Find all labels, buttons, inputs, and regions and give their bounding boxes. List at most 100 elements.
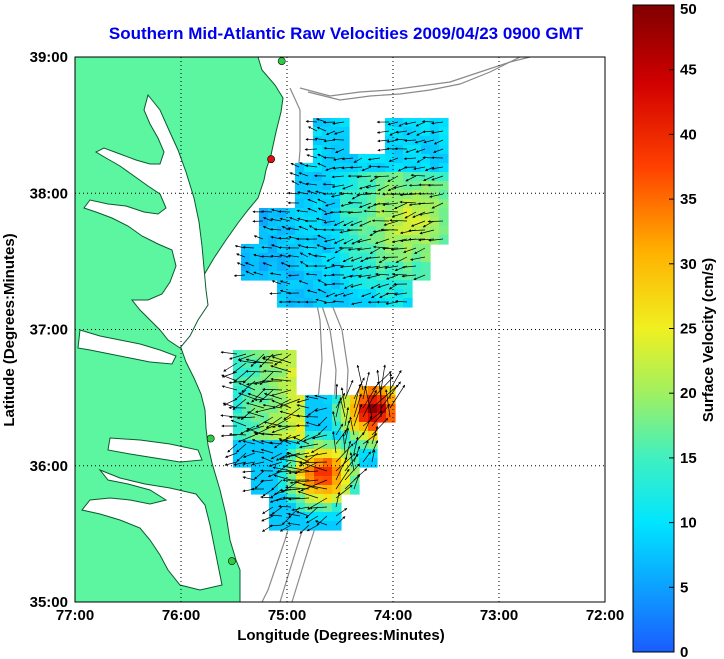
- velocity-cell: [323, 431, 333, 441]
- velocity-arrow: [251, 449, 265, 454]
- velocity-cell: [242, 368, 252, 378]
- velocity-cell: [269, 395, 279, 405]
- velocity-arrow: [291, 180, 300, 186]
- velocity-cell: [349, 217, 359, 227]
- velocity-arrow: [389, 219, 408, 222]
- velocity-arrow: [325, 292, 336, 298]
- velocity-cell: [250, 271, 260, 281]
- albemarle-sound: [107, 437, 203, 463]
- velocity-cell: [233, 350, 243, 360]
- velocity-cell: [269, 413, 279, 423]
- velocity-cell: [242, 440, 252, 450]
- velocity-cell: [304, 280, 314, 290]
- velocity-cell: [359, 458, 369, 468]
- velocity-arrow: [232, 362, 247, 374]
- velocity-cell: [430, 163, 440, 173]
- velocity-arrow: [363, 209, 381, 213]
- velocity-cell: [269, 359, 279, 369]
- velocity-arrow: [429, 193, 444, 198]
- velocity-cell: [376, 280, 386, 290]
- velocity-arrow: [253, 380, 274, 385]
- x-tick-label: 72:00: [586, 607, 624, 624]
- colorbar-ticks: 0 5 10 15 20 25 30 35 40 45 50: [669, 1, 697, 659]
- velocity-cell: [251, 449, 261, 459]
- velocity-arrow: [290, 162, 300, 168]
- velocity-cell: [331, 280, 341, 290]
- velocity-cell: [394, 208, 404, 218]
- velocity-cell: [376, 244, 386, 254]
- velocity-cell: [421, 163, 431, 173]
- velocity-cell: [305, 404, 315, 414]
- velocity-arrow: [246, 411, 265, 418]
- velocity-cell: [242, 386, 252, 396]
- x-tick-label: 74:00: [374, 607, 412, 624]
- velocity-arrow: [271, 479, 283, 491]
- velocity-cell: [367, 226, 377, 236]
- velocity-cell: [341, 413, 351, 423]
- velocity-cell: [322, 181, 332, 191]
- velocity-arrow: [307, 198, 318, 204]
- velocity-cell: [385, 181, 395, 191]
- velocity-cell: [394, 163, 404, 173]
- velocity-cell: [242, 395, 252, 405]
- velocity-arrow: [323, 146, 336, 150]
- velocity-cell: [278, 359, 288, 369]
- velocity-cell: [439, 190, 449, 200]
- velocity-cell: [340, 127, 350, 137]
- velocity-arrow: [391, 211, 408, 218]
- velocity-arrow: [347, 211, 363, 215]
- velocity-arrow: [371, 292, 381, 299]
- velocity-arrow: [395, 256, 408, 263]
- velocity-cell: [403, 244, 413, 254]
- velocity-arrow: [349, 452, 355, 472]
- velocity-cell: [242, 359, 252, 369]
- velocity-arrow: [262, 357, 283, 364]
- velocity-cell: [367, 163, 377, 173]
- velocity-cell: [331, 136, 341, 146]
- velocity-cell: [358, 271, 368, 281]
- velocity-cell: [340, 145, 350, 155]
- velocity-cell: [313, 145, 323, 155]
- velocity-cell: [421, 190, 431, 200]
- velocity-cell: [322, 289, 332, 299]
- velocity-cell: [269, 512, 279, 522]
- velocity-arrow: [377, 283, 390, 289]
- velocity-arrow: [220, 351, 238, 355]
- velocity-arrow: [335, 429, 347, 445]
- velocity-cell: [349, 253, 359, 263]
- velocity-cell: [269, 368, 279, 378]
- velocity-cell: [376, 154, 386, 164]
- velocity-arrow: [250, 353, 265, 367]
- velocity-arrow: [238, 359, 256, 364]
- velocity-cell: [305, 431, 315, 441]
- velocity-cell: [412, 136, 422, 146]
- velocity-arrow: [305, 272, 318, 276]
- velocity-cell: [251, 458, 261, 468]
- velocity-cell: [251, 377, 261, 387]
- velocity-cell: [331, 208, 341, 218]
- velocity-arrow: [394, 265, 408, 272]
- velocity-arrow: [410, 220, 426, 227]
- velocity-arrow: [221, 385, 238, 391]
- velocity-arrow: [362, 381, 380, 409]
- velocity-arrow: [298, 225, 309, 231]
- velocity-cell: [421, 226, 431, 236]
- velocity-cell: [367, 208, 377, 218]
- velocity-cell: [350, 395, 360, 405]
- velocity-cell: [314, 440, 324, 450]
- velocity-arrow: [284, 439, 301, 445]
- velocity-cell: [296, 503, 306, 513]
- velocity-arrow: [422, 220, 435, 228]
- velocity-arrow: [353, 431, 365, 445]
- velocity-arrow: [344, 379, 354, 400]
- velocity-arrow: [274, 434, 292, 449]
- velocity-arrow: [362, 451, 371, 463]
- x-tick-label: 73:00: [480, 607, 518, 624]
- velocity-cell: [332, 449, 342, 459]
- velocity-cell: [313, 190, 323, 200]
- velocity-cell: [304, 226, 314, 236]
- velocity-field-south: [233, 350, 396, 531]
- velocity-arrow: [365, 265, 381, 270]
- velocity-arrow: [382, 256, 399, 259]
- velocity-cell: [358, 235, 368, 245]
